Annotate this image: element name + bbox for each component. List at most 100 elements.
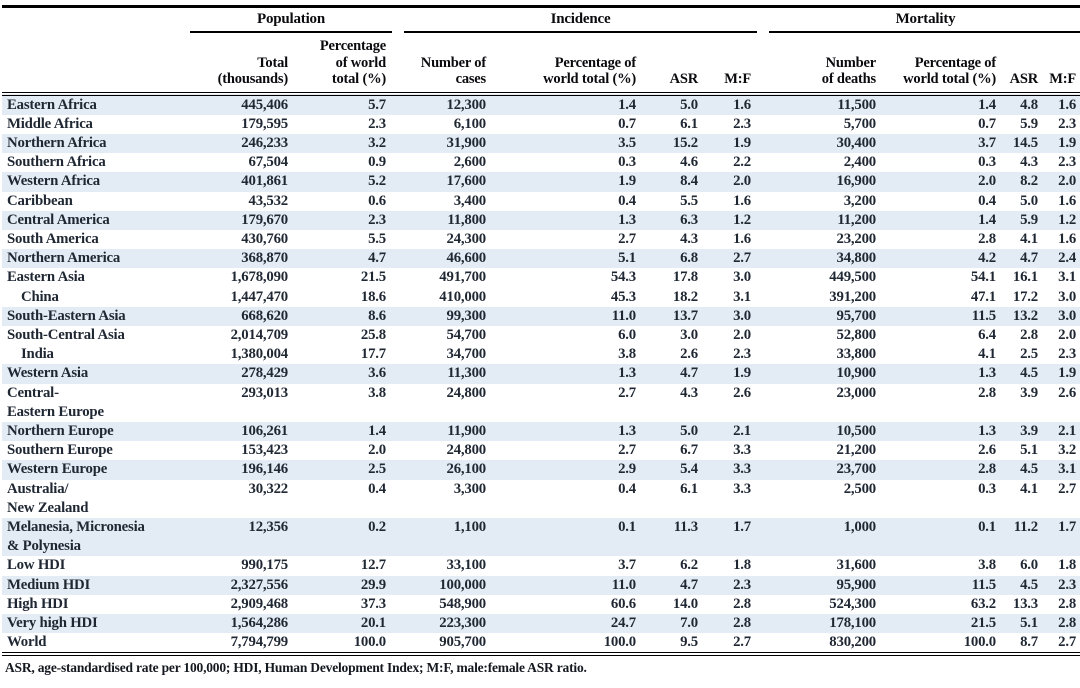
value-cell: 3.0 xyxy=(733,269,751,286)
table-row: South-Eastern Asia 668,620 8.6 99,300 11.0 13… xyxy=(2,306,1080,326)
value-cell: 0.7 xyxy=(618,115,636,132)
table-row: Central America 179,670 2.3 11,800 1.3 6.3 1.2… xyxy=(2,210,1080,230)
table-row: Medium HDI 2,327,556 29.9 100,000 11.0 4.7 2.3… xyxy=(2,575,1080,595)
value-cell: 0.4 xyxy=(978,192,996,209)
value-cell: 8.2 xyxy=(1020,173,1038,190)
value-cell: 12.7 xyxy=(360,557,386,574)
value-cell: 7.0 xyxy=(680,614,698,631)
region-cell: Southern Africa xyxy=(7,154,106,171)
value-cell: 2.6 xyxy=(978,442,996,459)
value-cell: 4.7 xyxy=(1020,250,1038,267)
value-cell: 179,670 xyxy=(241,211,288,228)
column-header-mort-pct: Percentage of world total (%) xyxy=(882,33,1002,96)
value-cell: 5,700 xyxy=(843,115,876,132)
value-cell: 5.7 xyxy=(368,96,386,113)
value-cell: 16.1 xyxy=(1012,269,1038,286)
value-cell: 5.5 xyxy=(368,230,386,247)
value-cell: 3.1 xyxy=(1058,461,1077,478)
value-cell: 0.7 xyxy=(978,115,996,132)
value-cell: 1.3 xyxy=(978,422,996,439)
value-cell: 1.6 xyxy=(733,230,751,247)
value-cell: 17.7 xyxy=(360,346,386,363)
value-cell: 24,300 xyxy=(446,230,487,247)
value-cell: 20.1 xyxy=(360,614,386,631)
region-cell: Very high HDI xyxy=(7,614,98,631)
value-cell: 4.7 xyxy=(680,576,698,593)
value-cell: 8.6 xyxy=(368,307,386,324)
value-cell: 1.9 xyxy=(733,134,751,151)
value-cell: 4.5 xyxy=(1020,461,1038,478)
group-label: Mortality xyxy=(769,11,1080,33)
value-cell: 99,300 xyxy=(446,307,487,324)
value-cell: 31,600 xyxy=(836,557,877,574)
region-cell: Northern Europe xyxy=(7,422,114,439)
value-cell: 3.1 xyxy=(733,288,751,305)
value-cell: 3.0 xyxy=(1058,307,1077,324)
region-cell: Southern Europe xyxy=(7,442,113,459)
value-cell: 2.8 xyxy=(733,595,751,612)
value-cell: 2.8 xyxy=(978,230,996,247)
value-cell: 5.4 xyxy=(680,461,698,478)
value-cell: 54.3 xyxy=(610,269,636,286)
value-cell: 3.0 xyxy=(1058,288,1077,305)
value-cell: 2.0 xyxy=(1058,326,1077,343)
value-cell: 30,400 xyxy=(836,134,877,151)
value-cell: 11.5 xyxy=(971,576,996,593)
value-cell: 34,700 xyxy=(446,346,487,363)
value-cell: 24,800 xyxy=(446,384,487,401)
value-cell: 10,500 xyxy=(836,422,877,439)
table-row: Central- Eastern Europe 293,013 3.8 24,800 2… xyxy=(2,384,1080,422)
value-cell: 5.2 xyxy=(368,173,386,190)
value-cell: 21.5 xyxy=(360,269,386,286)
column-header-mort-asr: ASR xyxy=(1002,33,1044,96)
value-cell: 0.2 xyxy=(368,518,386,535)
value-cell: 445,406 xyxy=(241,96,288,113)
column-header-total: Total (thousands) xyxy=(190,33,294,96)
value-cell: 1.9 xyxy=(1058,134,1077,151)
value-cell: 26,100 xyxy=(446,461,487,478)
value-cell: 29.9 xyxy=(360,576,386,593)
value-cell: 2.8 xyxy=(1058,595,1077,612)
value-cell: 3.8 xyxy=(618,346,636,363)
value-cell: 11.0 xyxy=(611,576,636,593)
value-cell: 37.3 xyxy=(360,595,386,612)
value-cell: 5.9 xyxy=(1020,211,1038,228)
value-cell: 5.9 xyxy=(1020,115,1038,132)
value-cell: 4.6 xyxy=(680,154,698,171)
value-cell: 0.9 xyxy=(368,154,386,171)
value-cell: 2.0 xyxy=(733,326,751,343)
value-cell: 3.0 xyxy=(733,307,751,324)
value-cell: 2.3 xyxy=(1058,576,1077,593)
value-cell: 4.2 xyxy=(978,250,996,267)
value-cell: 11,300 xyxy=(447,365,486,382)
value-cell: 2.3 xyxy=(1058,346,1077,363)
value-cell: 6.4 xyxy=(978,326,996,343)
value-cell: 7,794,799 xyxy=(230,634,289,651)
value-cell: 23,200 xyxy=(836,230,877,247)
value-cell: 13.2 xyxy=(1012,307,1038,324)
region-cell: India xyxy=(21,346,54,363)
value-cell: 10,900 xyxy=(836,365,877,382)
value-cell: 5.0 xyxy=(1020,192,1038,209)
value-cell: 178,100 xyxy=(829,614,876,631)
value-cell: 2.8 xyxy=(978,461,996,478)
table-row: Caribbean 43,532 0.6 3,400 0.4 5.5 1.6 3,200 0.4… xyxy=(2,192,1080,211)
value-cell: 1.4 xyxy=(618,96,636,113)
value-cell: 9.5 xyxy=(680,634,698,651)
value-cell: 3.6 xyxy=(368,365,386,382)
value-cell: 1.9 xyxy=(618,173,636,190)
value-cell: 2.3 xyxy=(733,346,751,363)
value-cell: 1,100 xyxy=(453,518,486,535)
value-cell: 2.6 xyxy=(680,346,698,363)
value-cell: 1.3 xyxy=(618,422,636,439)
value-cell: 391,200 xyxy=(829,288,876,305)
table-row: World 7,794,799 100.0 905,700 100.0 9.5 2.7 830… xyxy=(2,633,1080,654)
value-cell: 449,500 xyxy=(829,269,876,286)
column-header-inc-asr: ASR xyxy=(642,33,704,96)
value-cell: 18.2 xyxy=(672,288,698,305)
value-cell: 293,013 xyxy=(241,384,288,401)
value-cell: 45.3 xyxy=(610,288,636,305)
value-cell: 24,800 xyxy=(446,442,487,459)
value-cell: 5.0 xyxy=(680,96,698,113)
value-cell: 46,600 xyxy=(446,250,487,267)
